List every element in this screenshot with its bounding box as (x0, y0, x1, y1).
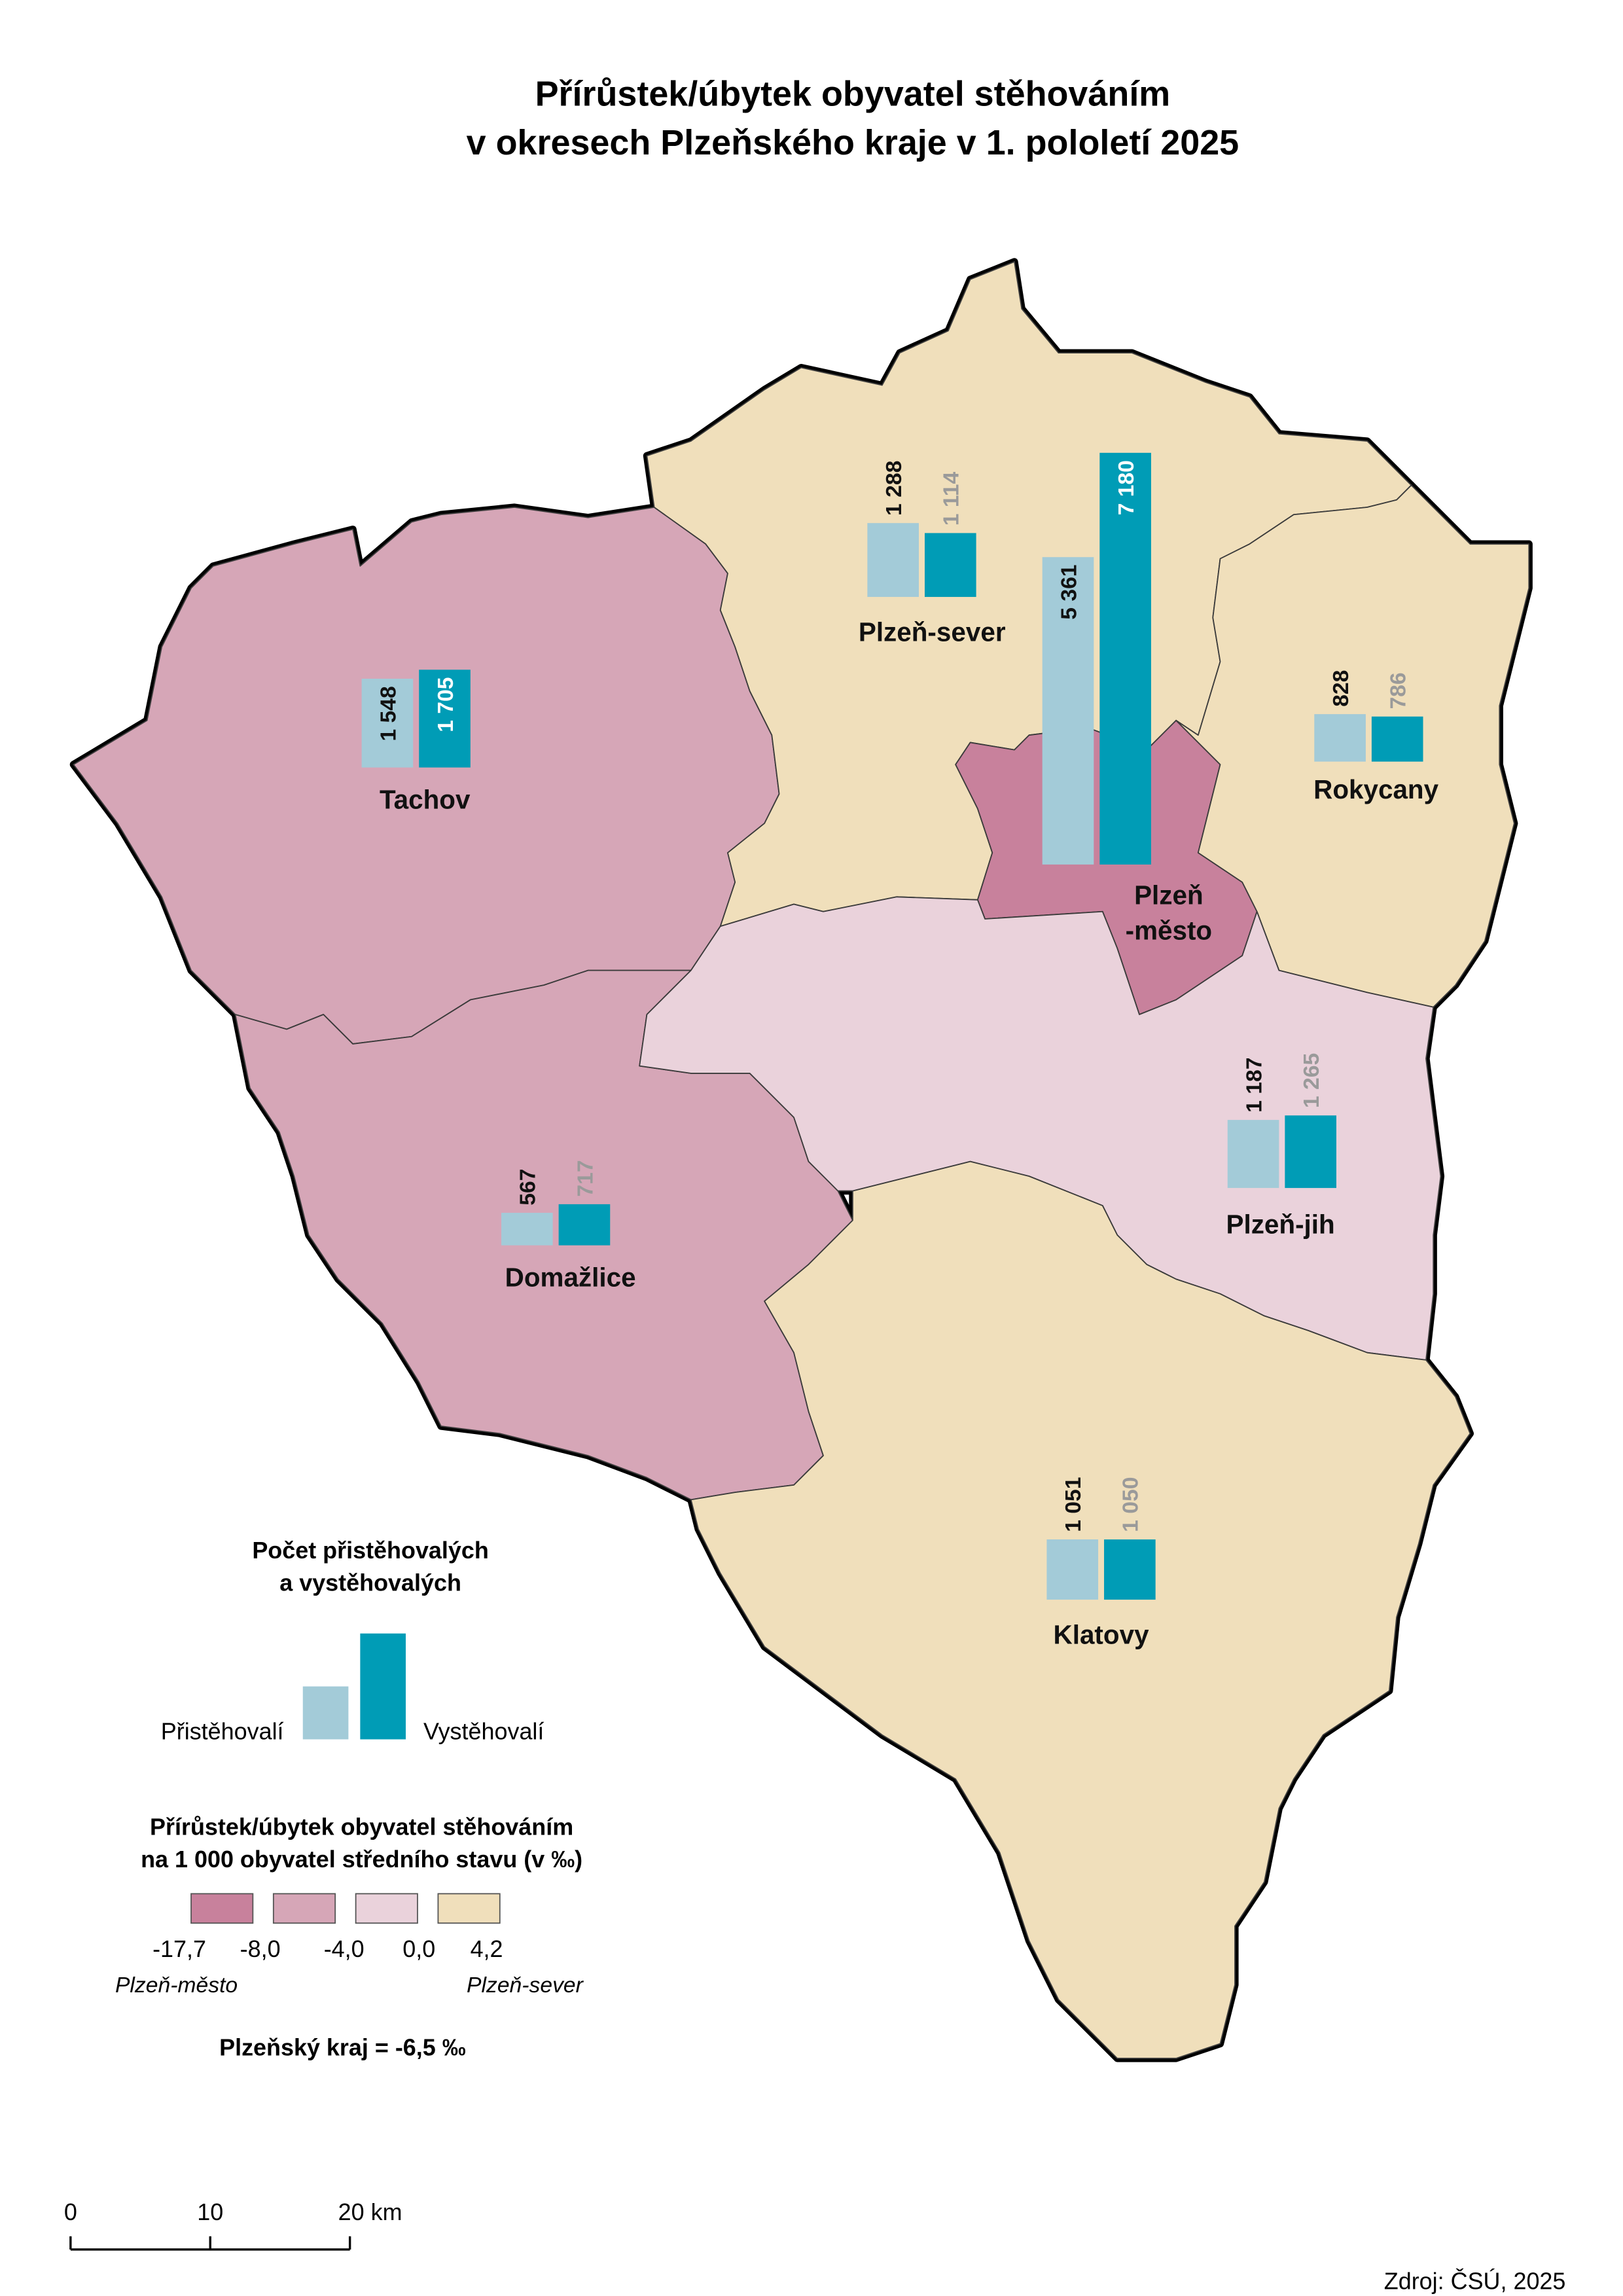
class-legend: -17,7 -8,0 -4,0 0,0 4,2 (152, 1893, 503, 1962)
source: Zdroj: ČSÚ, 2025 (1384, 2268, 1566, 2295)
class-break-label: -8,0 (240, 1935, 281, 1962)
bar-label: 1 548 (376, 686, 401, 741)
class-break-label: 0,0 (402, 1935, 435, 1962)
bar (924, 533, 976, 598)
bar-label: 1 051 (1061, 1477, 1086, 1532)
bar-label: 1 288 (882, 461, 906, 516)
bar-label: 717 (573, 1160, 597, 1196)
legend-title: na 1 000 obyvatel středního stavu (v ‰) (141, 1846, 582, 1873)
bar (1046, 1539, 1099, 1600)
bar (558, 1204, 611, 1246)
bar (1371, 716, 1423, 762)
scale-label: 20 km (338, 2198, 402, 2225)
bar (361, 679, 414, 768)
region-total: Plzeňský kraj = -6,5 ‰ (219, 2034, 466, 2060)
bar-label: 1 265 (1300, 1053, 1324, 1108)
bar-label: 567 (516, 1169, 541, 1206)
class-swatch (437, 1893, 501, 1924)
district-name: Plzeň-sever (859, 617, 1006, 647)
district-name: Plzeň-jih (1226, 1210, 1335, 1240)
district-charts: 1 548 1 705 Tachov 1 288 1 114 Plzeň-sever 5 3… (361, 452, 1439, 1649)
class-break-label: 4,2 (471, 1935, 503, 1962)
district-area (690, 1160, 1471, 2059)
bar (1227, 1120, 1279, 1189)
class-swatch (355, 1893, 418, 1924)
legend-title: Přírůstek/úbytek obyvatel stěhováním (150, 1814, 573, 1840)
scale-bar: 0 10 20 km (64, 2198, 402, 2251)
bar (419, 670, 471, 768)
district-name: Domažlice (505, 1263, 636, 1293)
bar (1099, 452, 1151, 865)
class-break-label: -17,7 (152, 1935, 206, 1962)
class-break-label: -4,0 (324, 1935, 365, 1962)
legend-title: a vystěhovalých (279, 1570, 461, 1596)
bar-label: 5 361 (1057, 564, 1081, 619)
legend-note: Plzeň-sever (467, 1973, 584, 1998)
class-swatch (190, 1893, 254, 1924)
title: v okresech Plzeňského kraje v 1. pololet… (467, 123, 1240, 162)
bar-label: 7 180 (1115, 460, 1139, 515)
bar (1285, 1115, 1336, 1189)
district-name: Rokycany (1313, 774, 1438, 804)
bar-label: 1 705 (434, 677, 458, 732)
district-name: -město (1126, 915, 1213, 945)
bar (1104, 1539, 1156, 1600)
district-name: Plzeň (1134, 880, 1204, 910)
legend-label: Přistěhovalí (161, 1717, 284, 1744)
bar (1314, 714, 1366, 762)
legend-swatch (302, 1686, 349, 1740)
bar-label: 828 (1329, 670, 1353, 707)
bar-label: 1 114 (940, 472, 964, 526)
legend-title: Počet přistěhovalých (252, 1537, 489, 1564)
legend-swatch (360, 1633, 406, 1740)
title: Přírůstek/úbytek obyvatel stěhováním (535, 75, 1171, 114)
bar (867, 523, 919, 598)
legend-label: Vystěhovalí (423, 1717, 544, 1744)
scale-label: 0 (64, 2198, 77, 2225)
district-name: Klatovy (1054, 1619, 1150, 1649)
bar-label: 1 050 (1119, 1477, 1143, 1532)
district-area (639, 896, 1442, 1361)
bar-label: 1 187 (1242, 1058, 1266, 1113)
map-content: 1 548 1 705 Tachov 1 288 1 114 Plzeň-sever 5 3… (64, 75, 1566, 2295)
district-areas (73, 260, 1530, 2059)
bar-label: 786 (1387, 672, 1411, 709)
district-name: Tachov (380, 785, 471, 815)
scale-label: 10 (197, 2198, 223, 2225)
bar (501, 1213, 553, 1246)
legend-note: Plzeň-město (115, 1973, 238, 1998)
class-swatch (272, 1893, 336, 1924)
bar (1042, 557, 1094, 865)
